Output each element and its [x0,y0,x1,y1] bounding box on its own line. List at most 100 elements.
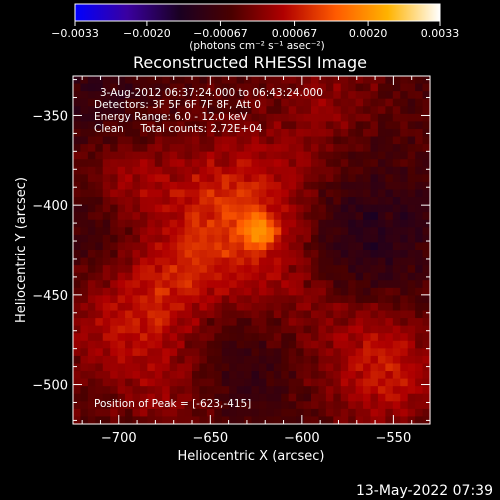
heatmap-cell [348,144,357,153]
heatmap-cell [303,333,312,342]
heatmap-cell [236,144,245,153]
heatmap-cell [229,371,238,380]
heatmap-cell [162,121,171,130]
heatmap-cell [206,386,215,395]
heatmap-cell [125,174,134,183]
heatmap-cell [415,386,424,395]
heatmap-cell [318,197,327,206]
heatmap-cell [281,106,290,115]
heatmap-cell [95,136,104,145]
heatmap-cell [311,136,320,145]
heatmap-cell [117,355,126,365]
heatmap-cell [169,257,178,266]
heatmap-cell [110,257,119,266]
heatmap-cell [87,340,96,349]
heatmap-cell [333,371,342,380]
heatmap-cell [73,83,82,92]
heatmap-cell [236,401,245,410]
heatmap-cell [340,197,349,206]
heatmap-cell [266,91,275,100]
heatmap-cell [87,310,96,319]
heatmap-cell [273,212,282,221]
heatmap-cell [363,197,372,206]
heatmap-cell [95,76,104,85]
heatmap-cell [214,174,223,183]
heatmap-cell [325,393,334,402]
heatmap-cell [422,318,431,327]
heatmap-cell [117,386,126,395]
heatmap-cell [87,197,96,206]
heatmap-cell [377,151,386,160]
heatmap-cell [273,302,282,312]
heatmap-cell [318,393,327,402]
heatmap-cell [139,234,148,244]
heatmap-cell [318,174,327,183]
heatmap-cell [147,318,156,327]
heatmap-cell [385,113,394,122]
heatmap-cell [251,340,260,349]
heatmap-cell [348,355,357,365]
heatmap-cell [296,393,305,402]
heatmap-cell [236,91,245,100]
heatmap-cell [73,204,82,213]
heatmap-cell [139,355,148,365]
heatmap-cell [288,144,297,153]
heatmap-cell [377,348,386,357]
heatmap-cell [214,378,223,387]
heatmap-cell [422,91,431,100]
heatmap-cell [87,401,96,410]
heatmap-cell [258,302,267,312]
heatmap-cell [266,76,275,85]
heatmap-cell [244,295,253,304]
heatmap-cell [422,280,431,289]
heatmap-image [73,76,431,425]
heatmap-cell [355,91,364,100]
heatmap-cell [73,378,82,387]
heatmap-cell [73,371,82,380]
heatmap-cell [377,174,386,183]
heatmap-cell [102,318,111,327]
heatmap-cell [340,310,349,319]
heatmap-cell [258,91,267,100]
heatmap-cell [199,189,208,198]
heatmap-cell [236,363,245,372]
heatmap-cell [318,340,327,349]
heatmap-cell [132,166,141,175]
heatmap-cell [311,159,320,168]
heatmap-cell [288,136,297,145]
y-axis-label: Heliocentric Y (arcsec) [14,177,29,323]
heatmap-cell [199,212,208,221]
heatmap-cell [340,181,349,191]
heatmap-cell [281,257,290,266]
heatmap-cell [162,265,171,274]
annotation-peak-position: Position of Peak = [-623,-415] [94,398,251,410]
heatmap-cell [311,416,320,425]
heatmap-cell [296,310,305,319]
heatmap-cell [340,355,349,365]
x-axis-label: Heliocentric X (arcsec) [178,449,325,464]
heatmap-cell [311,181,320,191]
heatmap-cell [400,295,409,304]
heatmap-cell [385,393,394,402]
heatmap-cell [400,310,409,319]
heatmap-cell [363,98,372,107]
heatmap-cell [392,98,401,107]
heatmap-cell [348,302,357,312]
heatmap-cell [147,212,156,221]
heatmap-cell [214,136,223,145]
heatmap-cell [102,121,111,130]
heatmap-cell [139,181,148,191]
heatmap-cell [400,340,409,349]
heatmap-cell [385,189,394,198]
heatmap-cell [199,91,208,100]
heatmap-cell [370,371,379,380]
heatmap-cell [311,113,320,122]
heatmap-cell [139,280,148,289]
x-tick-label: −650 [192,431,228,446]
heatmap-cell [87,302,96,312]
heatmap-cell [132,325,141,334]
heatmap-cell [363,76,372,85]
heatmap-cell [147,355,156,365]
heatmap-cell [363,227,372,236]
heatmap-cell [348,416,357,425]
